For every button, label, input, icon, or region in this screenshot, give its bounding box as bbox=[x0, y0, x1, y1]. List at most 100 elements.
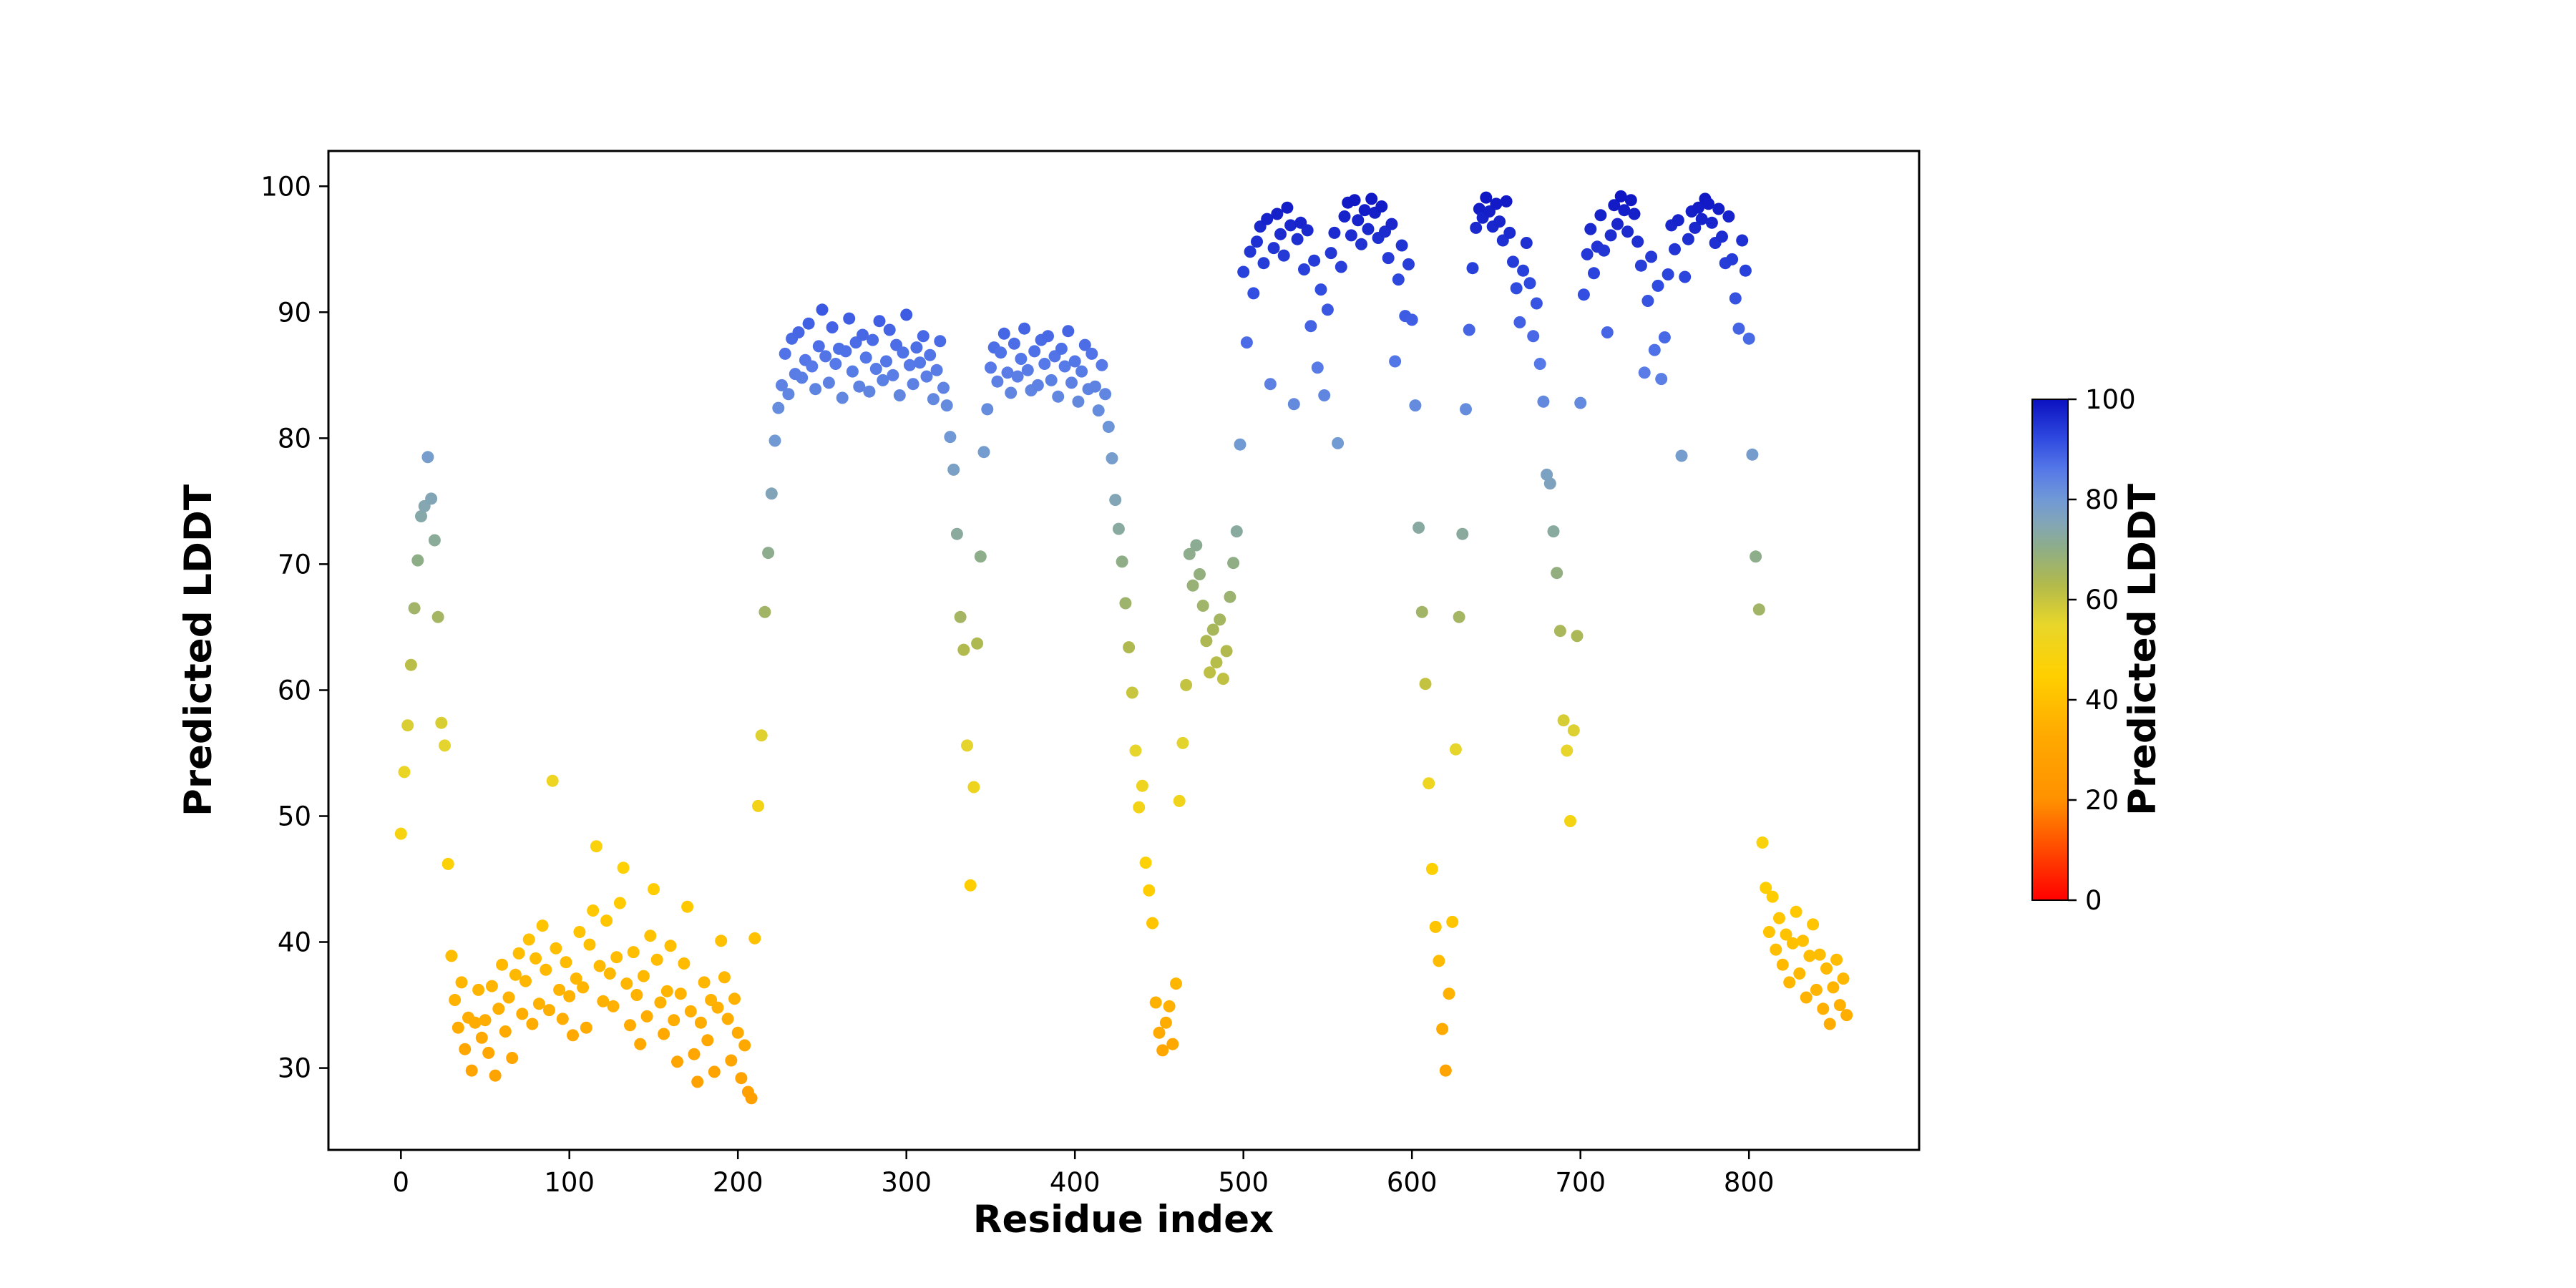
scatter-point bbox=[1675, 449, 1688, 462]
x-tick-label: 0 bbox=[393, 1167, 410, 1198]
scatter-point bbox=[1099, 388, 1112, 401]
scatter-point bbox=[1520, 237, 1533, 249]
scatter-point bbox=[1216, 673, 1229, 686]
scatter-point bbox=[1382, 252, 1395, 265]
scatter-point bbox=[1624, 194, 1637, 207]
scatter-point bbox=[516, 1008, 529, 1020]
scatter-point bbox=[1776, 958, 1789, 971]
scatter-point bbox=[644, 930, 657, 942]
scatter-point bbox=[863, 385, 876, 398]
x-tick-label: 300 bbox=[881, 1167, 932, 1198]
scatter-point bbox=[772, 401, 785, 414]
scatter-point bbox=[1692, 201, 1704, 214]
scatter-point bbox=[1453, 610, 1465, 623]
scatter-point bbox=[1750, 550, 1762, 563]
scatter-point bbox=[1588, 267, 1600, 280]
scatter-point bbox=[802, 317, 815, 330]
scatter-point bbox=[404, 658, 417, 671]
scatter-point bbox=[1031, 379, 1044, 391]
scatter-point bbox=[1443, 987, 1455, 1000]
scatter-point bbox=[1112, 522, 1125, 535]
scatter-point bbox=[1800, 991, 1813, 1004]
scatter-point bbox=[563, 990, 576, 1002]
scatter-point bbox=[1543, 477, 1556, 490]
scatter-point bbox=[1085, 347, 1098, 360]
scatter-point bbox=[1116, 555, 1128, 568]
scatter-point bbox=[1163, 1000, 1176, 1013]
scatter-point bbox=[1109, 494, 1122, 507]
scatter-point bbox=[425, 492, 438, 505]
scatter-point bbox=[1813, 948, 1826, 961]
scatter-point bbox=[1119, 597, 1132, 610]
scatter-point bbox=[637, 970, 650, 982]
scatter-point bbox=[1301, 224, 1314, 237]
scatter-point bbox=[779, 347, 791, 360]
scatter-point bbox=[519, 975, 532, 987]
scatter-point bbox=[1277, 249, 1290, 262]
scatter-point bbox=[738, 1039, 751, 1052]
scatter-point bbox=[819, 350, 832, 363]
scatter-point bbox=[502, 991, 515, 1004]
scatter-point bbox=[1817, 1002, 1830, 1015]
scatter-point bbox=[1712, 203, 1725, 215]
scatter-point bbox=[1062, 325, 1075, 338]
scatter-point bbox=[1068, 355, 1081, 368]
scatter-point bbox=[1008, 337, 1020, 350]
scatter-point bbox=[482, 1046, 495, 1059]
scatter-point bbox=[991, 375, 1004, 388]
scatter-point bbox=[1716, 230, 1728, 243]
scatter-point bbox=[415, 510, 427, 522]
scatter-point bbox=[893, 389, 906, 401]
scatter-point bbox=[887, 369, 899, 381]
scatter-point bbox=[829, 358, 842, 370]
scatter-point bbox=[1274, 228, 1287, 240]
scatter-point bbox=[658, 1028, 670, 1040]
scatter-point bbox=[977, 446, 990, 459]
scatter-point bbox=[859, 351, 872, 364]
scatter-point bbox=[758, 605, 771, 618]
scatter-point bbox=[1833, 999, 1846, 1012]
scatter-point bbox=[1261, 213, 1274, 225]
scatter-point bbox=[1096, 358, 1108, 371]
scatter-point bbox=[543, 1004, 555, 1017]
scatter-point bbox=[1409, 399, 1422, 412]
scatter-point bbox=[997, 327, 1010, 340]
scatter-point bbox=[1395, 239, 1408, 252]
scatter-point bbox=[1318, 389, 1331, 401]
scatter-point bbox=[1634, 259, 1647, 272]
scatter-point bbox=[553, 983, 566, 996]
scatter-point bbox=[1015, 353, 1028, 365]
scatter-point bbox=[934, 335, 947, 348]
scatter-point bbox=[1547, 525, 1560, 538]
scatter-point bbox=[1335, 260, 1347, 273]
scatter-point bbox=[995, 346, 1008, 359]
scatter-point bbox=[867, 333, 879, 346]
scatter-point bbox=[957, 643, 970, 656]
scatter-point bbox=[1503, 226, 1516, 239]
scatter-point bbox=[688, 1048, 701, 1060]
scatter-point bbox=[857, 328, 869, 341]
scatter-point bbox=[839, 345, 852, 358]
scatter-point bbox=[411, 554, 424, 567]
scatter-point bbox=[1705, 216, 1718, 229]
scatter-point bbox=[445, 950, 458, 962]
scatter-point bbox=[1123, 641, 1136, 654]
scatter-point bbox=[556, 1013, 569, 1025]
scatter-point bbox=[971, 637, 984, 650]
scatter-point bbox=[1490, 197, 1503, 210]
x-axis-label: Residue index bbox=[973, 1198, 1274, 1241]
scatter-point bbox=[914, 356, 927, 369]
scatter-point bbox=[550, 942, 562, 955]
scatter-point bbox=[721, 1013, 734, 1025]
scatter-point bbox=[853, 380, 866, 393]
scatter-point bbox=[1206, 623, 1219, 636]
scatter-point bbox=[671, 1055, 683, 1068]
scatter-point bbox=[1129, 744, 1142, 757]
scatter-point bbox=[640, 1010, 653, 1023]
scatter-point bbox=[1423, 777, 1435, 790]
scatter-point bbox=[681, 900, 694, 913]
scatter-point bbox=[752, 799, 764, 812]
scatter-point bbox=[401, 719, 414, 732]
